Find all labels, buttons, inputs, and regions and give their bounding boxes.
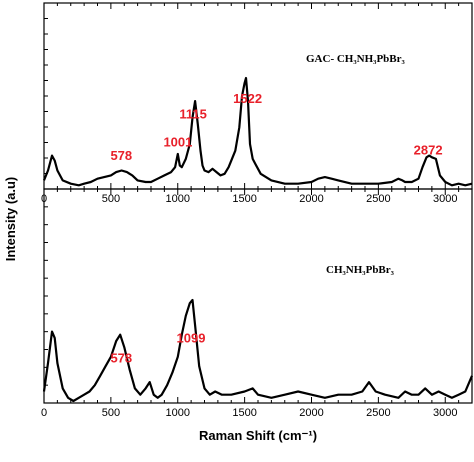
bottom-x-tick-label-500: 500 — [102, 407, 120, 419]
y-axis-title: Intensity (a.u) — [3, 177, 18, 262]
peak-label-1099: 1099 — [177, 330, 206, 345]
top-panel-ticks — [43, 3, 473, 189]
peak-label-578: 578 — [110, 351, 132, 366]
top-x-tick-label-2000: 2000 — [299, 193, 323, 205]
bottom-x-tick-label-1500: 1500 — [232, 407, 256, 419]
top-x-tick-label-500: 500 — [102, 193, 120, 205]
peak-label-2872: 2872 — [414, 142, 443, 157]
top-x-tick-label-2500: 2500 — [366, 193, 390, 205]
top-spectrum-line — [42, 76, 473, 187]
top-x-tick-label-0: 0 — [41, 193, 47, 205]
bottom-x-tick-label-2000: 2000 — [299, 407, 323, 419]
bottom-panel-ticks — [43, 189, 473, 403]
peak-label-1522: 1522 — [233, 91, 262, 106]
top-x-tick-label-1000: 1000 — [166, 193, 190, 205]
bottom-panel-label: CH₃NH₃PbBr₃ — [326, 264, 395, 276]
bottom-x-tick-label-0: 0 — [41, 407, 47, 419]
peak-label-1115: 1115 — [179, 106, 207, 121]
bottom-panel-frame — [43, 188, 473, 404]
top-x-tick-label-1500: 1500 — [232, 193, 256, 205]
x-tick-labels: 0 500 1000 1500 2000 2500 3000 0 500 1000 1500 2000… — [41, 193, 458, 419]
series-layer — [42, 76, 474, 403]
bottom-x-tick-label-3000: 3000 — [433, 407, 457, 419]
bottom-spectrum-line — [42, 298, 474, 403]
peak-label-1001: 1001 — [163, 135, 192, 150]
x-axis-title: Raman Shift (cm⁻¹) — [199, 428, 317, 443]
top-x-tick-label-3000: 3000 — [433, 193, 457, 205]
peak-label-578: 578 — [110, 148, 132, 163]
top-panel-label: GAC- CH₃NH₃PbBr₃ — [306, 53, 406, 65]
bottom-x-tick-label-2500: 2500 — [366, 407, 390, 419]
bottom-x-tick-label-1000: 1000 — [166, 407, 190, 419]
peak-labels: 578 1001 1115 1522 2872 578 1099 — [110, 91, 442, 366]
